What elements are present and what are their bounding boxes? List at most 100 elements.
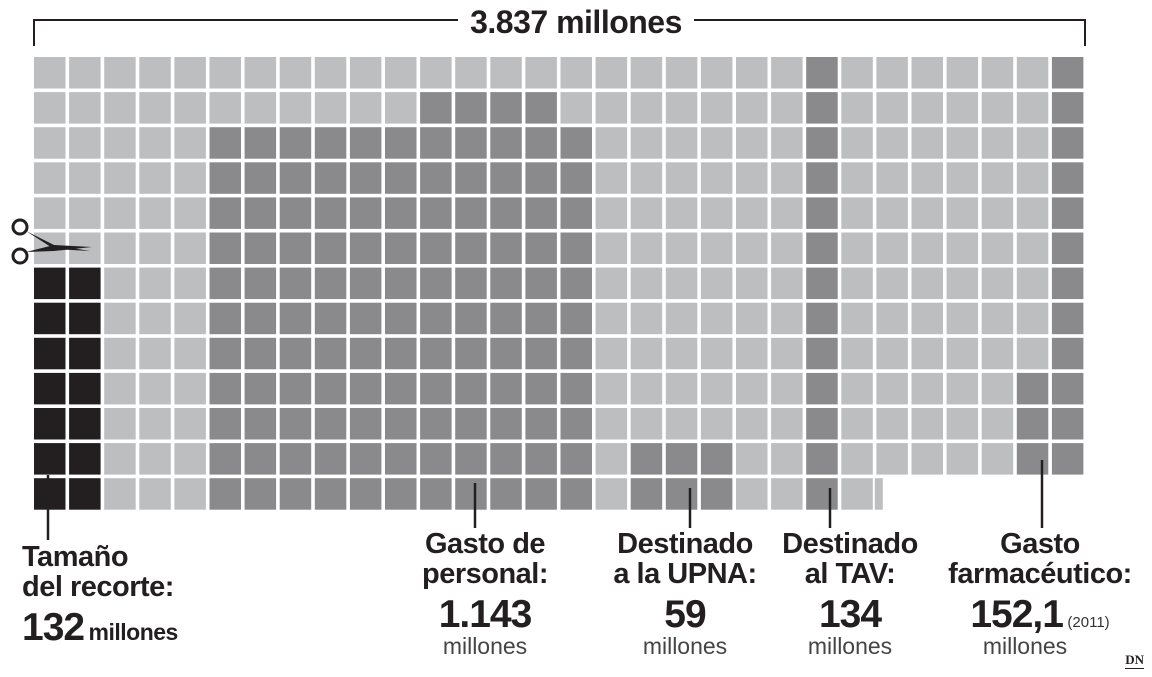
waffle-square: [1051, 162, 1084, 194]
waffle-square: [806, 443, 838, 475]
waffle-square: [806, 267, 838, 300]
waffle-square: [736, 302, 768, 335]
waffle-square: [946, 372, 979, 405]
waffle-square: [455, 337, 487, 370]
waffle-square: [69, 337, 101, 370]
waffle-square: [490, 302, 522, 335]
label-recorte: Tamaño del recorte: 132 millones: [22, 542, 178, 648]
waffle-square: [665, 372, 698, 405]
waffle-square: [34, 372, 66, 405]
waffle-square: [490, 57, 522, 89]
waffle-square: [139, 478, 171, 510]
waffle-square: [139, 372, 171, 405]
waffle-square: [385, 162, 417, 194]
waffle-square: [595, 197, 628, 229]
waffle-square: [525, 302, 557, 335]
waffle-square: [595, 92, 628, 124]
label-tav-value: 134: [818, 593, 882, 637]
waffle-square: [174, 197, 206, 229]
waffle-square: [841, 197, 873, 229]
waffle-square: [876, 337, 908, 370]
waffle-square: [349, 267, 382, 300]
waffle-square: [209, 232, 241, 264]
waffle-square: [455, 408, 487, 440]
waffle-square: [279, 337, 312, 370]
waffle-square: [595, 127, 628, 159]
waffle-square: [209, 478, 241, 510]
waffle-square: [314, 57, 347, 89]
label-upna-unit: millones: [642, 632, 728, 659]
waffle-square: [455, 302, 487, 335]
waffle-square: [139, 267, 171, 300]
waffle-square: [1051, 443, 1084, 475]
waffle-square: [1051, 267, 1084, 300]
label-tav-line1: Destinado: [782, 528, 918, 560]
waffle-square: [560, 337, 592, 370]
waffle-square: [525, 232, 557, 264]
waffle-square: [630, 267, 663, 300]
waffle-square: [946, 197, 979, 229]
waffle-square: [104, 302, 136, 335]
waffle-square: [1016, 408, 1049, 440]
label-farma-unit: millones: [982, 632, 1068, 659]
waffle-square: [104, 162, 136, 194]
label-farma-value: 152,1: [970, 593, 1064, 637]
waffle-square: [560, 302, 592, 335]
waffle-square: [104, 232, 136, 264]
waffle-square: [981, 57, 1014, 89]
waffle-square: [490, 478, 522, 510]
waffle-square: [349, 162, 382, 194]
waffle-square: [525, 92, 557, 124]
waffle-square: [665, 478, 698, 510]
waffle-square: [34, 302, 66, 335]
waffle-square: [911, 57, 943, 89]
waffle-square: [736, 408, 768, 440]
waffle-square: [665, 127, 698, 159]
waffle-square: [981, 302, 1014, 335]
waffle-square: [806, 162, 838, 194]
waffle-square: [455, 372, 487, 405]
waffle-square: [314, 443, 347, 475]
waffle-square: [69, 478, 101, 510]
waffle-square: [981, 127, 1014, 159]
waffle-square: [455, 232, 487, 264]
waffle-square: [736, 127, 768, 159]
waffle-square: [911, 92, 943, 124]
waffle-square: [455, 92, 487, 124]
waffle-square: [385, 127, 417, 159]
waffle-square: [911, 127, 943, 159]
waffle-square: [490, 267, 522, 300]
waffle-square: [911, 197, 943, 229]
waffle-square: [841, 57, 873, 89]
waffle-square: [525, 408, 557, 440]
waffle-square: [139, 443, 171, 475]
waffle-square: [314, 337, 347, 370]
waffle-square: [244, 408, 277, 440]
waffle-square: [560, 267, 592, 300]
waffle-square: [700, 372, 733, 405]
label-upna-line1: Destinado: [617, 528, 753, 560]
waffle-square: [946, 337, 979, 370]
waffle-square: [385, 267, 417, 300]
waffle-square: [139, 162, 171, 194]
waffle-square: [771, 337, 803, 370]
waffle-square: [104, 443, 136, 475]
waffle-square: [279, 372, 312, 405]
waffle-square: [595, 302, 628, 335]
waffle-square: [560, 92, 592, 124]
waffle-square: [1051, 408, 1084, 440]
waffle-square: [490, 443, 522, 475]
waffle-square: [174, 127, 206, 159]
waffle-square: [455, 57, 487, 89]
waffle-square: [525, 57, 557, 89]
waffle-square: [104, 197, 136, 229]
waffle-square: [560, 408, 592, 440]
waffle-square: [69, 443, 101, 475]
waffle-square: [385, 443, 417, 475]
waffle-square: [771, 478, 803, 510]
waffle-square: [630, 337, 663, 370]
waffle-square: [630, 232, 663, 264]
waffle-square: [69, 408, 101, 440]
waffle-square: [1016, 197, 1049, 229]
